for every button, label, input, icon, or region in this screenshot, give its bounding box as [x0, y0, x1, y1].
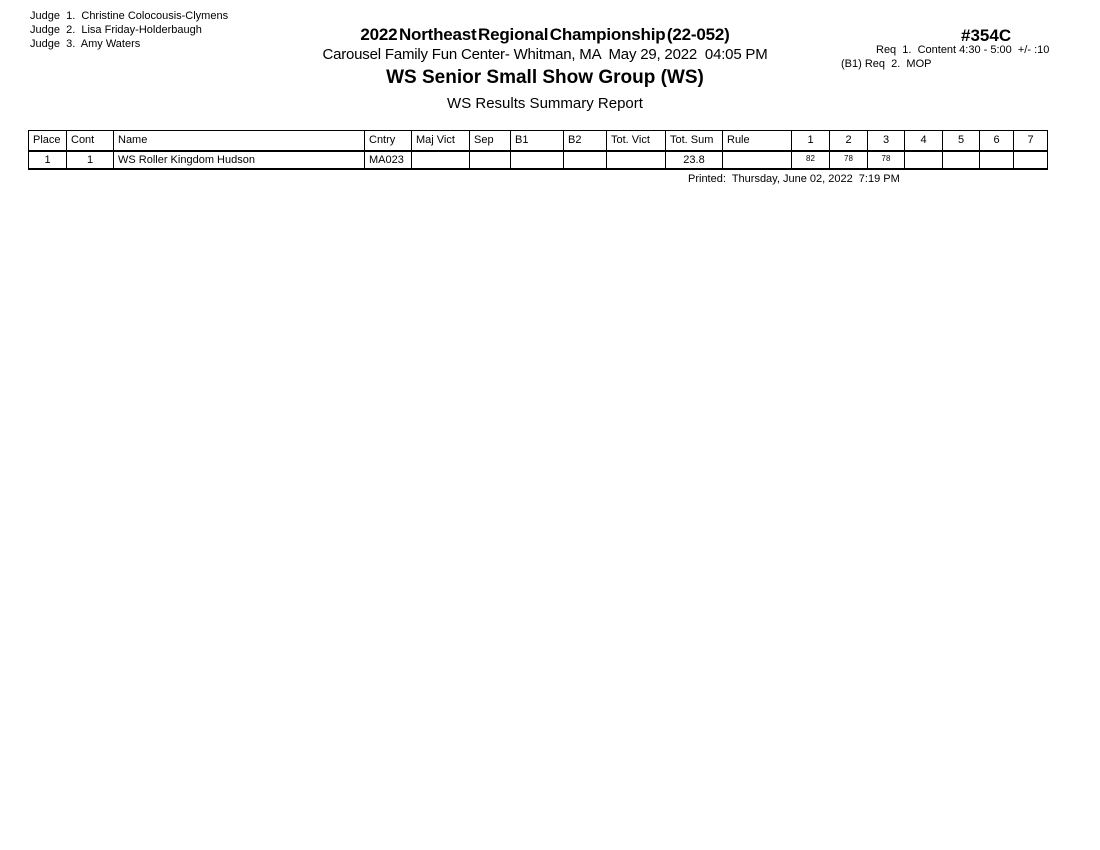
judge-line-3: Judge 3. Amy Waters	[30, 38, 141, 50]
col-header-place: Place	[28, 130, 67, 152]
championship-title: 2022 Northeast Regional Championship (22…	[360, 25, 730, 44]
cell-place: 1	[28, 150, 67, 170]
judges-list: Judge 1. Christine Colocousis-Clymens Ju…	[30, 9, 228, 51]
cell-judge-score-3: 78	[867, 150, 905, 170]
table-header-row: Place Cont Name Cntry Maj Vict Sep B1 B2 Tot. Vi…	[28, 130, 1048, 152]
event-number: #354C	[961, 26, 1012, 45]
cell-b1	[510, 150, 564, 170]
venue-date-line: Carousel Family Fun Center- Whitman, MA …	[322, 46, 768, 63]
col-header-b2: B2	[563, 130, 607, 152]
requirement-line-1: Req 1. Content 4:30 - 5:00 +/- :10	[876, 44, 1050, 56]
judge-line-2: Judge 2. Lisa Friday-Holderbaugh	[30, 24, 202, 36]
col-header-cntry: Cntry	[364, 130, 412, 152]
col-header-b1: B1	[510, 130, 564, 152]
cell-b2	[563, 150, 607, 170]
report-title: WS Results Summary Report	[447, 95, 643, 112]
col-header-7: 7	[1013, 130, 1048, 152]
cell-maj-vict	[411, 150, 470, 170]
cell-tot-sum: 23.8	[665, 150, 723, 170]
cell-judge-score-5	[942, 150, 980, 170]
cell-name: WS Roller Kingdom Hudson	[113, 150, 365, 170]
cell-rule	[722, 150, 792, 170]
cell-tot-vict	[606, 150, 666, 170]
cell-judge-score-6	[979, 150, 1014, 170]
col-header-name: Name	[113, 130, 365, 152]
col-header-6: 6	[979, 130, 1014, 152]
col-header-cont: Cont	[66, 130, 114, 152]
col-header-rule: Rule	[722, 130, 792, 152]
judge-line-1: Judge 1. Christine Colocousis-Clymens	[30, 10, 229, 22]
cell-judge-score-7	[1013, 150, 1048, 170]
col-header-sep: Sep	[469, 130, 511, 152]
requirement-line-2: (B1) Req 2. MOP	[841, 58, 932, 70]
cell-judge-score-1: 82	[791, 150, 830, 170]
cell-cont: 1	[66, 150, 114, 170]
col-header-5: 5	[942, 130, 980, 152]
col-header-1: 1	[791, 130, 830, 152]
results-table: Place Cont Name Cntry Maj Vict Sep B1 B2 Tot. Vi…	[28, 130, 1048, 170]
cell-sep	[469, 150, 511, 170]
col-header-2: 2	[829, 130, 868, 152]
event-title: WS Senior Small Show Group (WS)	[386, 67, 704, 88]
col-header-4: 4	[904, 130, 943, 152]
cell-cntry: MA023	[364, 150, 412, 170]
col-header-3: 3	[867, 130, 905, 152]
col-header-maj-vict: Maj Vict	[411, 130, 470, 152]
cell-judge-score-2: 78	[829, 150, 868, 170]
printed-timestamp: Printed: Thursday, June 02, 2022 7:19 PM	[688, 173, 900, 185]
result-row: 1 1 WS Roller Kingdom Hudson MA023 23.8 82 78 7…	[28, 150, 1048, 170]
col-header-tot-vict: Tot. Vict	[606, 130, 666, 152]
report-header: 2022 Northeast Regional Championship (22…	[170, 25, 920, 115]
cell-judge-score-4	[904, 150, 943, 170]
col-header-tot-sum: Tot. Sum	[665, 130, 723, 152]
